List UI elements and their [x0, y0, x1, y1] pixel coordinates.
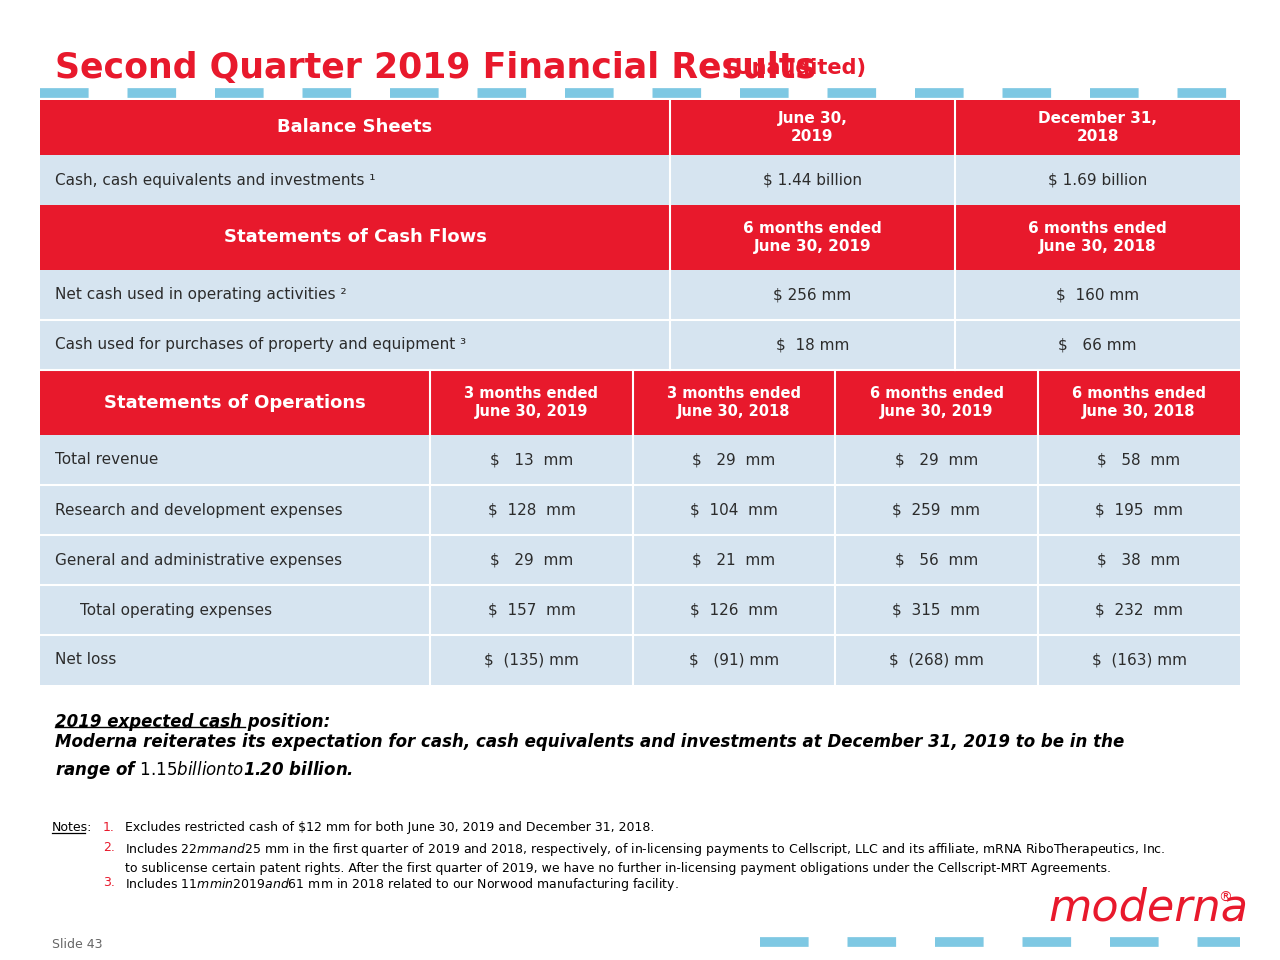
Text: $  (135) mm: $ (135) mm — [484, 653, 579, 667]
Text: Statements of Operations: Statements of Operations — [104, 394, 366, 412]
Bar — [40, 270, 1240, 320]
Text: Net loss: Net loss — [55, 653, 116, 667]
Text: 2019 expected cash position:: 2019 expected cash position: — [55, 713, 330, 731]
Text: Total operating expenses: Total operating expenses — [79, 603, 273, 617]
Text: 3 months ended
June 30, 2018: 3 months ended June 30, 2018 — [667, 386, 801, 420]
Text: $ 256 mm: $ 256 mm — [773, 287, 851, 302]
Text: $  (268) mm: $ (268) mm — [890, 653, 984, 667]
Text: June 30,
2019: June 30, 2019 — [777, 110, 847, 144]
Text: Balance Sheets: Balance Sheets — [278, 118, 433, 136]
Text: $  126  mm: $ 126 mm — [690, 603, 778, 617]
Text: 2.: 2. — [102, 841, 115, 854]
Text: ®: ® — [1219, 891, 1231, 905]
Text: 6 months ended
June 30, 2018: 6 months ended June 30, 2018 — [1028, 221, 1167, 254]
Text: $  259  mm: $ 259 mm — [892, 502, 980, 517]
Text: $   29  mm: $ 29 mm — [692, 452, 776, 468]
Bar — [40, 370, 1240, 435]
Text: Moderna reiterates its expectation for cash, cash equivalents and investments at: Moderna reiterates its expectation for c… — [55, 733, 1124, 781]
Text: $  157  mm: $ 157 mm — [488, 603, 576, 617]
Text: $  195  mm: $ 195 mm — [1094, 502, 1183, 517]
Text: $  128  mm: $ 128 mm — [488, 502, 576, 517]
Bar — [40, 535, 1240, 585]
Bar — [40, 320, 1240, 370]
Text: Net cash used in operating activities ²: Net cash used in operating activities ² — [55, 287, 347, 302]
Text: $  232  mm: $ 232 mm — [1094, 603, 1183, 617]
Text: $   13  mm: $ 13 mm — [490, 452, 573, 468]
Bar — [40, 100, 1240, 155]
Text: 1.: 1. — [102, 821, 115, 834]
Bar — [40, 585, 1240, 635]
Text: Total revenue: Total revenue — [55, 452, 159, 468]
Text: $  160 mm: $ 160 mm — [1056, 287, 1139, 302]
Text: Excludes restricted cash of $12 mm for both June 30, 2019 and December 31, 2018.: Excludes restricted cash of $12 mm for b… — [125, 821, 654, 834]
Text: $  315  mm: $ 315 mm — [892, 603, 980, 617]
Text: $  18 mm: $ 18 mm — [776, 338, 849, 352]
Text: $   (91) mm: $ (91) mm — [689, 653, 780, 667]
Bar — [40, 635, 1240, 685]
Bar — [40, 485, 1240, 535]
Text: 3 months ended
June 30, 2019: 3 months ended June 30, 2019 — [465, 386, 599, 420]
Text: Cash used for purchases of property and equipment ³: Cash used for purchases of property and … — [55, 338, 466, 352]
Text: Notes:: Notes: — [52, 821, 92, 834]
Text: $ 1.69 billion: $ 1.69 billion — [1048, 173, 1147, 187]
Bar — [40, 435, 1240, 485]
Text: $ 1.44 billion: $ 1.44 billion — [763, 173, 861, 187]
Text: Research and development expenses: Research and development expenses — [55, 502, 343, 517]
Text: 6 months ended
June 30, 2018: 6 months ended June 30, 2018 — [1073, 386, 1206, 420]
Text: 6 months ended
June 30, 2019: 6 months ended June 30, 2019 — [744, 221, 882, 254]
Text: $   56  mm: $ 56 mm — [895, 553, 978, 567]
Text: $   29  mm: $ 29 mm — [895, 452, 978, 468]
Text: moderna: moderna — [1048, 886, 1248, 929]
Text: Includes $22 mm and $25 mm in the first quarter of 2019 and 2018, respectively, : Includes $22 mm and $25 mm in the first … — [125, 841, 1166, 875]
Text: $  (163) mm: $ (163) mm — [1092, 653, 1187, 667]
Bar — [40, 155, 1240, 205]
Bar — [40, 205, 1240, 270]
Text: $  104  mm: $ 104 mm — [690, 502, 778, 517]
Text: General and administrative expenses: General and administrative expenses — [55, 553, 342, 567]
Text: Slide 43: Slide 43 — [52, 939, 102, 951]
Text: $   66 mm: $ 66 mm — [1059, 338, 1137, 352]
Text: (Unaudited): (Unaudited) — [718, 58, 867, 78]
Text: Cash, cash equivalents and investments ¹: Cash, cash equivalents and investments ¹ — [55, 173, 375, 187]
Text: Statements of Cash Flows: Statements of Cash Flows — [224, 228, 486, 247]
Text: Second Quarter 2019 Financial Results: Second Quarter 2019 Financial Results — [55, 51, 817, 85]
Text: Includes $11 mm in 2019 and $61 mm in 2018 related to our Norwood manufacturing : Includes $11 mm in 2019 and $61 mm in 20… — [125, 876, 678, 893]
Text: 3.: 3. — [102, 876, 115, 889]
Text: $   58  mm: $ 58 mm — [1097, 452, 1180, 468]
Text: $   29  mm: $ 29 mm — [490, 553, 573, 567]
Text: 6 months ended
June 30, 2019: 6 months ended June 30, 2019 — [869, 386, 1004, 420]
Text: $   21  mm: $ 21 mm — [692, 553, 776, 567]
Text: December 31,
2018: December 31, 2018 — [1038, 110, 1157, 144]
Text: $   38  mm: $ 38 mm — [1097, 553, 1180, 567]
